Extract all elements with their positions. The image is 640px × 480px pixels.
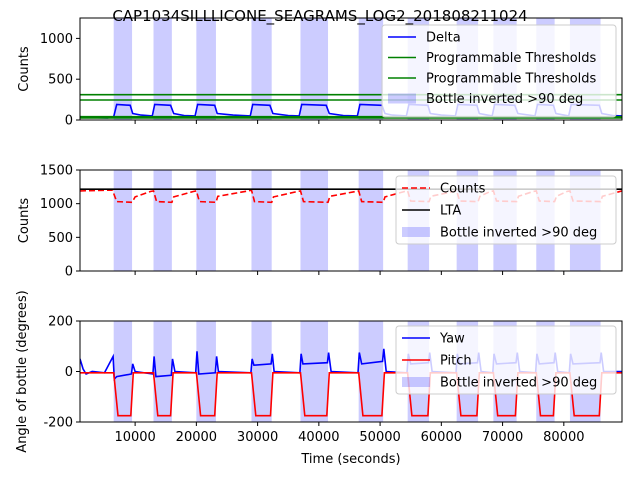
legend-label: Delta (426, 31, 461, 46)
x-tick-label: 10000 (114, 430, 155, 445)
inverted-span (358, 18, 384, 120)
y-axis-label: Counts (17, 46, 32, 92)
x-tick-label: 80000 (543, 430, 584, 445)
y-tick-label: 1000 (40, 197, 73, 212)
x-tick-label: 70000 (482, 430, 523, 445)
y-axis-label: Angle of bottle (degrees) (15, 290, 30, 452)
x-tick-label: 30000 (237, 430, 278, 445)
axes-frame (79, 169, 623, 272)
legend: Yaw Pitch Bottle inverted >90 deg (395, 325, 617, 395)
y-tick-label: 1500 (40, 164, 73, 179)
inverted-span (196, 170, 216, 271)
y-axis-label: Counts (17, 198, 32, 244)
y-tick-label: 500 (48, 73, 73, 88)
legend-frame (395, 175, 617, 245)
x-axis-label: Time (seconds) (300, 452, 400, 467)
inverted-span (300, 18, 329, 120)
y-tick-label: 0 (65, 365, 73, 380)
y-tick-label: 200 (48, 315, 73, 330)
y-tick-label: 1000 (40, 32, 73, 47)
inverted-span (153, 321, 172, 422)
legend-label: Programmable Thresholds (426, 72, 597, 87)
legend-swatch (402, 377, 430, 387)
y-tick-label: -200 (43, 416, 73, 431)
legend-frame (381, 24, 617, 118)
inverted-span (113, 321, 133, 422)
inverted-span (251, 170, 272, 271)
legend-frame (395, 325, 617, 395)
legend-label: Bottle inverted >90 deg (440, 226, 597, 241)
legend-swatch (402, 227, 430, 237)
x-tick-label: 20000 (176, 430, 217, 445)
y-tick-label: 500 (48, 231, 73, 246)
legend-label: Bottle inverted >90 deg (426, 92, 583, 107)
legend-label: Pitch (440, 354, 472, 369)
y-tick-label: 0 (65, 114, 73, 129)
panel-1: 0 500 1000 Counts Delta Programmable Threshol… (17, 17, 623, 129)
legend-label: Programmable Thresholds (426, 51, 597, 66)
panel-3: -200 0 200 10000 20000 30000 40000 50000 60000 70… (15, 290, 623, 453)
inverted-span (251, 321, 272, 422)
inverted-span (153, 170, 172, 271)
x-tick-label: 40000 (298, 430, 339, 445)
legend-label: Yaw (439, 332, 465, 347)
inverted-span (358, 321, 384, 422)
inverted-span (196, 321, 216, 422)
axes-frame (79, 17, 623, 121)
figure-title: CAP1034SILLLICONE_SEAGRAMS_LOG2_20180821… (112, 7, 527, 26)
inverted-span (113, 170, 133, 271)
x-tick-label: 60000 (421, 430, 462, 445)
inverted-span (300, 321, 329, 422)
legend: Delta Programmable Thresholds Programmable… (381, 24, 617, 118)
x-tick-label: 50000 (359, 430, 400, 445)
panel-2: 0 500 1000 1500 Counts Counts LTA Bottle invert… (17, 164, 623, 280)
inverted-span (300, 170, 329, 271)
legend-swatch (388, 93, 416, 104)
legend-label: Counts (440, 182, 486, 197)
legend-label: Bottle inverted >90 deg (440, 376, 597, 391)
inverted-span (358, 170, 384, 271)
y-tick-label: 0 (65, 265, 73, 280)
legend: Counts LTA Bottle inverted >90 deg (395, 175, 617, 245)
legend-label: LTA (440, 204, 461, 219)
